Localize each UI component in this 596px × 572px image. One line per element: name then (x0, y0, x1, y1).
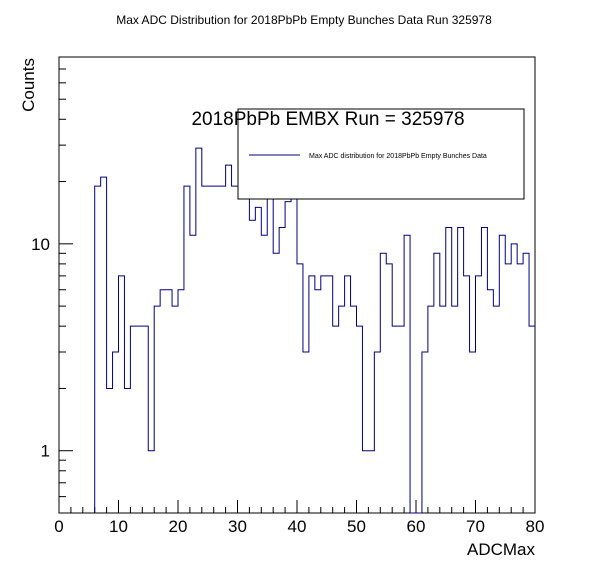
y-tick-label: 1 (41, 442, 50, 461)
chart-title: Max ADC Distribution for 2018PbPb Empty … (116, 13, 492, 27)
legend-entry-label: Max ADC distribution for 2018PbPb Empty … (309, 153, 487, 160)
x-tick-label: 10 (109, 517, 128, 536)
y-axis-label: Counts (19, 58, 38, 112)
histogram-outline (94, 147, 535, 514)
x-tick-label: 30 (228, 517, 247, 536)
x-tick-label: 20 (169, 517, 188, 536)
stats-box: 2018PbPb EMBX Run = 325978 Max ADC distr… (191, 108, 525, 200)
histogram-series (94, 147, 535, 514)
x-tick-label: 0 (54, 517, 63, 536)
stats-box-title: 2018PbPb EMBX Run = 325978 (191, 109, 464, 130)
x-tick-label: 60 (407, 517, 426, 536)
x-tick-label: 40 (288, 517, 307, 536)
plot-axes: 0 10 20 30 40 50 60 70 80 1 10 (31, 56, 545, 536)
y-tick-label: 10 (31, 235, 50, 254)
x-axis-label: ADCMax (467, 540, 536, 559)
stats-box-frame (237, 108, 525, 200)
x-tick-label: 50 (347, 517, 366, 536)
x-tick-label: 80 (526, 517, 545, 536)
x-tick-label: 70 (466, 517, 485, 536)
